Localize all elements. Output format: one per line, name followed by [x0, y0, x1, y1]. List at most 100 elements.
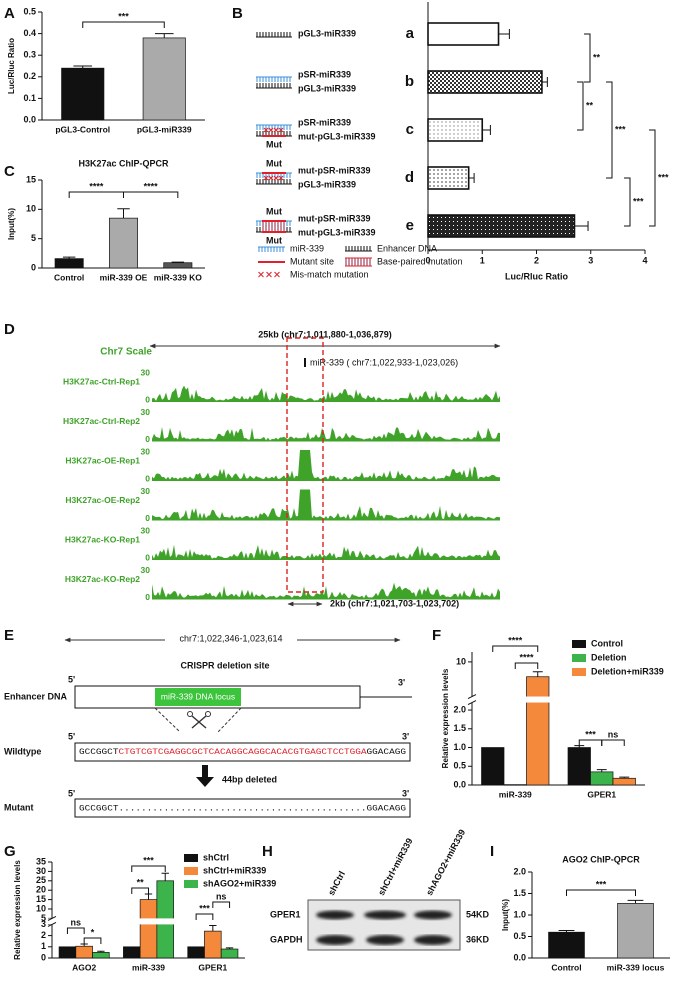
error-bar — [574, 221, 589, 231]
crispr-title: CRISPR deletion site — [180, 660, 269, 670]
significance-bracket — [66, 927, 85, 934]
bar — [92, 952, 110, 959]
y-tick-label: e — [406, 217, 414, 234]
track-scale: 30 — [141, 565, 151, 575]
dna-strand — [256, 32, 292, 38]
end-label: 3' — [402, 788, 409, 798]
bar — [427, 22, 500, 46]
dna-strand — [258, 246, 285, 252]
end-label: 5' — [68, 674, 75, 684]
bar — [187, 946, 205, 959]
y-tick-label: 10 — [26, 204, 36, 214]
track-scale: 0 — [145, 552, 150, 562]
end-label: 5' — [68, 731, 75, 741]
construct-label: pSR-miR339 — [298, 117, 351, 127]
bar — [54, 258, 84, 269]
x-tick-label: Control — [551, 962, 581, 972]
y-tick-label: 15 — [36, 894, 46, 904]
track-scale: 30 — [141, 367, 151, 377]
row-label: Wildtype — [4, 746, 41, 756]
significance-label: *** — [615, 124, 626, 134]
blot-size-label: 54KD — [466, 909, 490, 919]
x-tick-label: miR-339 locus — [607, 962, 665, 972]
cut-lines — [154, 707, 242, 733]
significance-bracket — [195, 913, 214, 920]
down-arrow — [196, 765, 214, 787]
track-signal — [152, 582, 500, 600]
significance-label: * — [91, 927, 95, 937]
significance-bracket — [492, 645, 539, 652]
x-tick-label: miR-339 KO — [154, 272, 203, 282]
mismatch — [278, 127, 284, 133]
label-bg — [165, 633, 297, 646]
error-bar — [117, 208, 130, 219]
blot-band — [414, 935, 452, 945]
mismatch — [273, 175, 279, 181]
track-label: H3K27ac-KO-Rep1 — [65, 534, 140, 544]
track-scale: 30 — [141, 446, 151, 456]
blot-band — [366, 935, 404, 945]
mismatch — [263, 127, 269, 133]
y-axis-label: Luc/Rluc Ratio — [7, 38, 16, 94]
y-tick-label: 0.5 — [513, 931, 526, 941]
x-tick-label: 3 — [588, 255, 593, 265]
blot-size-label: 36KD — [466, 934, 490, 944]
y-tick-label: 1 — [41, 941, 46, 951]
row-label: Enhancer DNA — [4, 691, 68, 701]
range-label: chr7:1,022,346-1,023,614 — [179, 633, 282, 643]
axis-break-mark — [467, 694, 477, 705]
error-bar — [532, 671, 543, 677]
significance-label: **** — [508, 635, 523, 645]
y-tick-label: 0.4 — [23, 28, 36, 38]
track-scale: 0 — [145, 394, 150, 404]
mut-label: Mut — [266, 158, 282, 168]
error-bar — [596, 769, 607, 772]
legend-label: Mis-match mutation — [290, 269, 369, 279]
blot-band — [316, 910, 354, 920]
x-tick-label: 0 — [425, 255, 430, 265]
legend-swatch — [266, 271, 272, 278]
bar — [617, 903, 654, 959]
y-tick-label: 0.2 — [23, 71, 36, 81]
bar — [58, 946, 77, 959]
x-tick-label: 2 — [534, 255, 539, 265]
y-tick-label: 1.5 — [513, 888, 526, 898]
x-tick-label: Control — [54, 272, 84, 282]
construct-label: pGL3-miR339 — [298, 83, 356, 93]
y-tick-label: 0.3 — [23, 50, 36, 60]
panel-label: C — [4, 163, 15, 180]
bar — [75, 945, 93, 959]
bar — [612, 777, 636, 786]
track-label: H3K27ac-OE-Rep2 — [65, 495, 140, 505]
mismatch — [268, 127, 274, 133]
significance-label: *** — [658, 172, 669, 182]
legend-label: Mutant site — [290, 256, 334, 266]
x-axis-label: Luc/Rluc Ratio — [505, 271, 569, 281]
legend-swatch — [345, 257, 372, 267]
x-tick-label: miR-339 — [499, 789, 532, 799]
significance-bracket — [606, 81, 613, 179]
significance-bracket — [584, 33, 591, 83]
error-bar — [161, 872, 169, 881]
scissors — [191, 715, 207, 729]
y-tick-label: 0.1 — [23, 93, 36, 103]
panel-label: A — [4, 5, 15, 22]
x-tick-label: AGO2 — [72, 962, 96, 972]
panel-label: G — [4, 843, 16, 860]
bar — [204, 930, 222, 959]
y-tick-label: 2.0 — [513, 866, 526, 876]
significance-label: **** — [89, 181, 104, 191]
seq-box — [74, 798, 411, 818]
significance-label: **** — [144, 181, 159, 191]
axis-break — [46, 918, 245, 925]
bar — [220, 948, 239, 959]
track-label: H3K27ac-OE-Rep1 — [65, 455, 140, 465]
x-tick-label: pGL3-Control — [55, 124, 110, 134]
bar — [526, 676, 550, 786]
lane-label: shCtrl+miR339 — [376, 836, 415, 897]
sequence: GCCGGCT.................................… — [79, 803, 406, 813]
track-signal — [152, 450, 500, 481]
seq-box — [74, 742, 411, 762]
bar — [548, 931, 585, 959]
